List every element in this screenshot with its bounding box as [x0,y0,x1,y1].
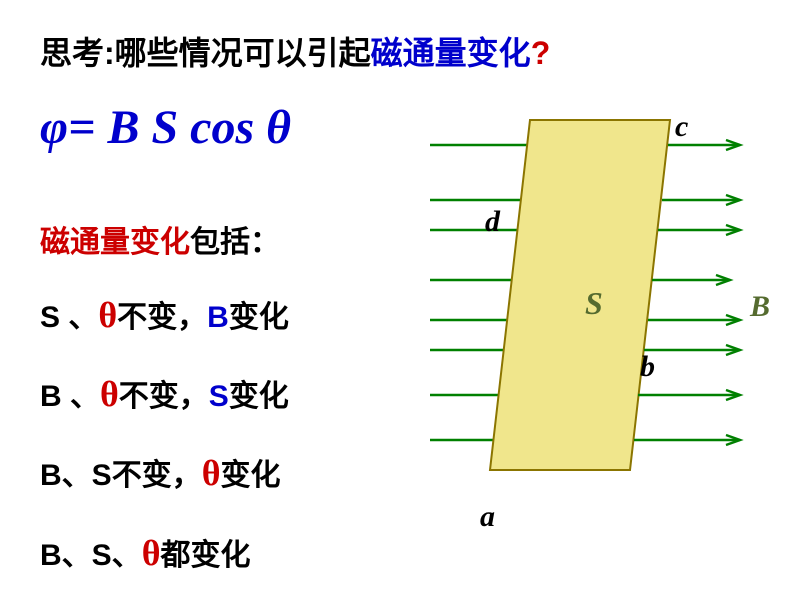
case-part: θ [142,533,161,573]
case-part: 不变， [117,301,207,334]
case-part: B、S [40,459,112,492]
case-part: 都变化 [160,539,250,572]
case-part: 不变， [112,459,202,492]
case-part: B 、 [40,380,100,413]
case-part: 变化 [229,380,289,413]
cos: cos [190,101,266,154]
case-part: 变化 [220,459,280,492]
case-row: B、S、θ都变化 [40,514,289,593]
vertex-c: c [675,110,688,144]
header-p1: 磁通量变化 [40,226,190,259]
title-part1: 思考:哪些情况可以引起 [40,35,371,71]
list-header: 磁通量变化包括： [40,210,289,276]
eq: = [68,101,107,154]
title-part3: ? [531,35,551,71]
case-part: θ [100,374,119,414]
var-B: B [107,101,151,154]
case-part: 不变， [119,380,209,413]
vertex-b: b [640,350,655,384]
flux-formula: φ= B S cos θ [40,100,291,155]
vertex-d: d [485,205,500,239]
var-S: S [151,101,190,154]
s-label: S [585,285,603,322]
theta: θ [266,101,291,154]
flux-diagram: a b c d S B [430,90,780,520]
case-row: B、S不变，θ变化 [40,434,289,513]
cases-list: 磁通量变化包括： S 、θ不变，B变化B 、θ不变，S变化B、S不变，θ变化B、… [40,210,289,593]
case-part: B、S、 [40,539,142,572]
case-part: S 、 [40,301,98,334]
case-row: B 、θ不变，S变化 [40,355,289,434]
case-part: 变化 [229,301,289,334]
case-row: S 、θ不变，B变化 [40,276,289,355]
b-label: B [750,290,770,324]
title-part2: 磁通量变化 [371,35,531,71]
phi: φ [40,101,68,154]
vertex-a: a [480,500,495,534]
case-part: θ [202,453,221,493]
question-title: 思考:哪些情况可以引起磁通量变化? [40,28,550,74]
header-p2: 包括： [190,226,280,259]
case-part: θ [98,295,117,335]
case-part: B [207,301,229,334]
case-part: S [209,380,229,413]
diagram-svg [430,90,780,520]
